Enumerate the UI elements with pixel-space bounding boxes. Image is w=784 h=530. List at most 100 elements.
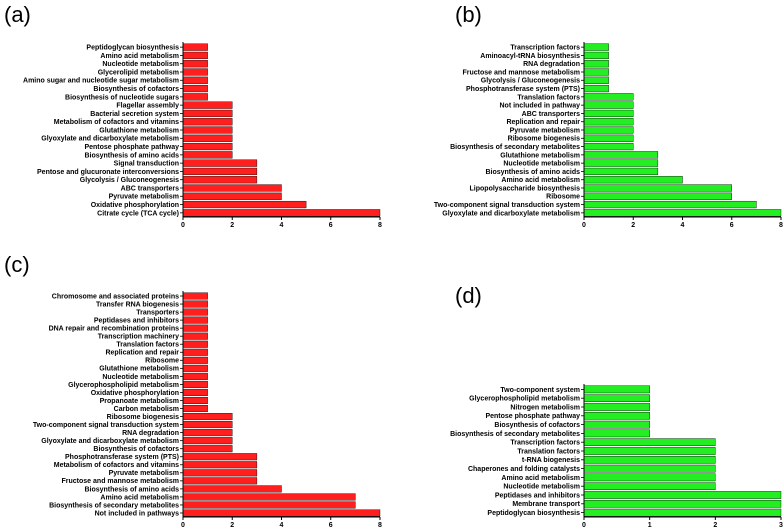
- bar: [583, 491, 782, 499]
- category-label: Translation factors: [517, 448, 580, 455]
- x-tick-label: 2: [713, 522, 717, 529]
- category-label: Membrane transport: [512, 501, 580, 508]
- category-label: ABC transporters: [121, 185, 179, 192]
- category-label: Metabolism of cofactors and vitamins: [54, 462, 179, 469]
- x-tick-label: 6: [329, 522, 333, 529]
- bar: [182, 292, 208, 300]
- bar: [182, 332, 208, 340]
- category-label: Glyoxylate and dicarboxylate metabolism: [442, 210, 580, 217]
- x-tick-label: 0: [181, 522, 185, 529]
- category-label: Propanoate metabolism: [100, 398, 179, 405]
- bar: [583, 142, 634, 151]
- bar: [182, 485, 282, 493]
- bar: [583, 43, 609, 51]
- category-label: Fructose and mannose metabolism: [463, 69, 580, 76]
- bar: [182, 93, 208, 101]
- x-tick-label: 4: [280, 522, 284, 529]
- category-label: Nucleotide metabolism: [503, 161, 580, 168]
- category-label: Nucleotide metabolism: [102, 374, 179, 381]
- bar: [182, 184, 282, 192]
- bar: [583, 499, 782, 508]
- bar: [182, 388, 208, 396]
- category-label: Oxidative phosphorylation: [91, 390, 179, 397]
- category-label: Citrate cycle (TCA cycle): [97, 210, 179, 217]
- bar: [182, 159, 258, 167]
- panel-c-letter: (c): [4, 252, 30, 277]
- category-label: Phosphotransferase system (PTS): [65, 454, 179, 461]
- bar: [583, 192, 732, 200]
- bar: [182, 509, 381, 517]
- category-label: Amino sugar and nucleotide sugar metabol…: [23, 78, 179, 85]
- x-tick-label: 4: [280, 222, 284, 229]
- category-label: Ribosome biogenesis: [107, 414, 179, 421]
- x-tick-label: 2: [230, 522, 234, 529]
- category-label: Two-component signal transduction system: [434, 202, 580, 209]
- bar: [182, 109, 233, 118]
- bar: [182, 84, 208, 93]
- bar: [182, 372, 208, 380]
- x-tick-label: 1: [648, 522, 652, 529]
- category-label: Pentose phosphate pathway: [84, 144, 179, 151]
- bar: [583, 508, 782, 517]
- category-label: Glutathione metabolism: [99, 127, 179, 134]
- category-label: Nucleotide metabolism: [102, 61, 179, 68]
- category-label: Two-component signal transduction system: [33, 422, 179, 429]
- bar: [583, 109, 634, 118]
- category-label: Biosynthesis of amino acids: [84, 486, 179, 493]
- category-label: Pyruvate metabolism: [109, 194, 179, 201]
- category-label: Nitrogen metabolism: [510, 404, 580, 411]
- bar: [182, 356, 208, 364]
- category-label: Transcription factors: [510, 45, 580, 52]
- bar: [182, 493, 356, 501]
- bar: [182, 68, 208, 76]
- bar: [583, 68, 609, 76]
- bar: [583, 394, 650, 403]
- x-tick-label: 3: [779, 522, 783, 529]
- category-label: Pyruvate metabolism: [109, 470, 179, 477]
- category-label: Bacterial secretion system: [90, 111, 179, 118]
- category-label: Glyoxylate and dicarboxylate metabolism: [41, 438, 179, 445]
- chart-d: Two-component system Glycerophospholipid …: [450, 384, 783, 529]
- bar: [583, 167, 659, 176]
- category-label: Pyruvate metabolism: [510, 127, 580, 134]
- bar: [182, 340, 208, 348]
- category-label: Glutathione metabolism: [500, 152, 580, 159]
- bar: [182, 60, 208, 68]
- bar: [182, 316, 208, 324]
- category-label: Not included in pathways: [95, 510, 180, 517]
- panel-a-letter: (a): [4, 2, 31, 27]
- bar: [182, 200, 307, 209]
- category-label: Amino acid metabolism: [501, 177, 580, 184]
- bar: [182, 300, 208, 308]
- bar: [583, 84, 609, 93]
- bar: [583, 200, 757, 209]
- x-tick-label: 0: [181, 222, 185, 229]
- bar: [583, 159, 659, 167]
- category-label: Lipopolysaccharide biosynthesis: [470, 185, 581, 192]
- bar: [583, 76, 609, 84]
- bar: [583, 93, 634, 101]
- category-label: Biosynthesis of cofactors: [93, 446, 179, 453]
- bar: [182, 380, 208, 388]
- category-label: Amino acid metabolism: [501, 475, 580, 482]
- x-tick-label: 6: [730, 222, 734, 229]
- category-label: Glutathione metabolism: [99, 366, 179, 373]
- bar: [182, 167, 258, 176]
- bar: [583, 447, 716, 455]
- panel-b-letter: (b): [455, 2, 482, 27]
- category-label: Biosynthesis of amino acids: [84, 152, 179, 159]
- category-label: Biosynthesis of nucleotide sugars: [65, 94, 179, 101]
- bar: [182, 453, 258, 461]
- category-label: Nucleotide metabolism: [503, 484, 580, 491]
- bar: [583, 473, 716, 482]
- bar: [182, 118, 233, 126]
- x-tick-label: 4: [681, 222, 685, 229]
- bar: [583, 209, 782, 217]
- category-label: Replication and repair: [105, 350, 179, 357]
- bar: [583, 464, 716, 473]
- x-tick-label: 8: [378, 222, 382, 229]
- bar: [583, 51, 609, 60]
